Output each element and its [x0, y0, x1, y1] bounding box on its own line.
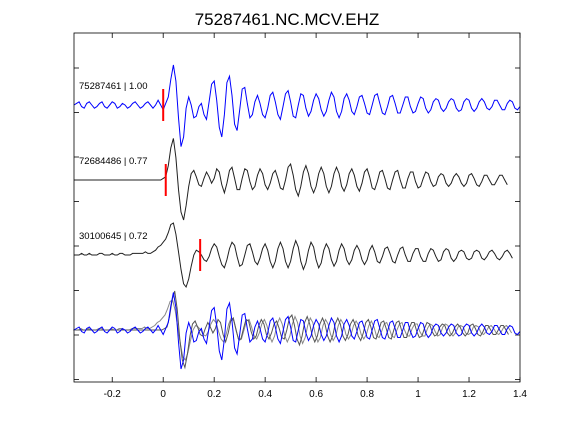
trace-line-72684486 — [74, 138, 508, 221]
overlay-trace-72684486 — [75, 290, 509, 370]
x-tick-label: 1.4 — [513, 389, 527, 400]
trace-label-75287461: 75287461 | 1.00 — [79, 81, 148, 92]
trace-label-30100645: 30100645 | 0.72 — [79, 231, 148, 242]
trace-label-72684486: 72684486 | 0.77 — [79, 156, 148, 167]
trace-line-30100645 — [74, 222, 513, 289]
overlay-trace-75287461 — [73, 292, 521, 370]
x-tick-label: 1.2 — [462, 389, 476, 400]
overlay-group — [73, 290, 521, 370]
y-axis-ticks — [74, 67, 520, 380]
trace-group — [73, 64, 521, 289]
x-tick-label: -0.2 — [104, 389, 122, 400]
x-axis: -0.2 0 0.2 0.4 0.6 0.8 1 1.2 1.4 — [104, 33, 527, 400]
x-tick-label: 0.2 — [207, 389, 221, 400]
x-tick-label: 0.8 — [360, 389, 374, 400]
trace-line-75287461 — [73, 64, 521, 147]
trace-labels: 75287461 | 1.00 72684486 | 0.77 30100645 |… — [79, 81, 148, 242]
axes-frame — [73, 32, 521, 383]
chart-title: 75287461.NC.MCV.EHZ — [195, 10, 380, 29]
x-tick-label: 0.4 — [258, 389, 272, 400]
x-tick-label: 0.6 — [309, 389, 323, 400]
x-tick-label: 1 — [415, 389, 421, 400]
x-tick-label: 0 — [160, 389, 166, 400]
